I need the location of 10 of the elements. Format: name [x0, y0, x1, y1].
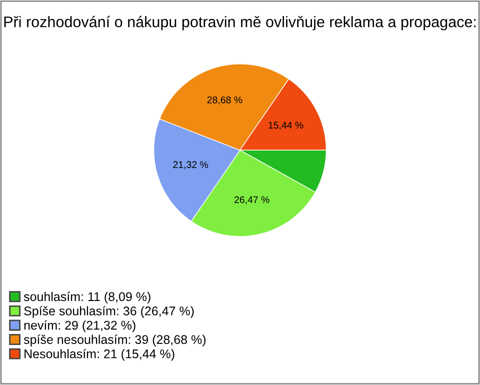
legend-label: Nesouhlasím: 21 (15,44 %) [24, 348, 174, 361]
legend-label: spíše nesouhlasím: 39 (28,68 %) [24, 334, 206, 346]
legend-label: Spíše souhlasím: 36 (26,47 %) [24, 306, 194, 318]
chart-title: Při rozhodování o nákupu potravin mě ovlivňuje reklama a propagace: [4, 16, 476, 30]
data-label: 28,68 % [207, 96, 242, 104]
legend-label: nevím: 29 (21,32 %) [24, 320, 136, 332]
data-label: 26,47 % [234, 196, 270, 204]
legend-label: souhlasím: 11 (8,09 %) [24, 292, 150, 304]
data-label: 15,44 % [268, 122, 304, 130]
data-label: 21,32 % [173, 161, 208, 170]
